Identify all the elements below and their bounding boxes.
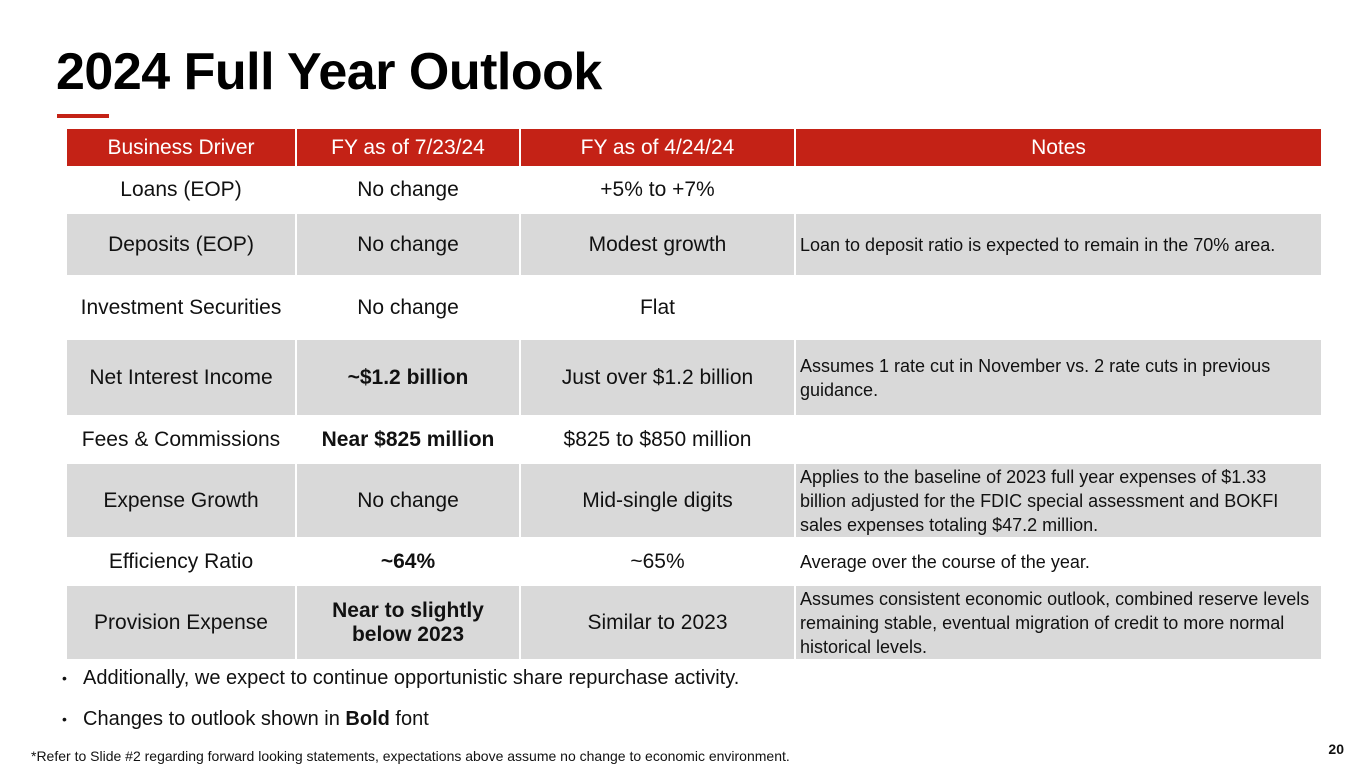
current-cell-changed: Near $825 million [296, 415, 521, 464]
driver-cell: Provision Expense [67, 586, 297, 659]
current-cell: No change [296, 166, 521, 214]
prior-cell: ~65% [520, 537, 796, 586]
bullet-text-bold: Bold [345, 708, 390, 730]
bullet-dot-icon: • [62, 711, 67, 727]
driver-cell: Expense Growth [67, 464, 297, 537]
table-row: Investment Securities No change Flat [67, 275, 1321, 340]
table-row: Expense Growth No change Mid-single digi… [67, 464, 1321, 537]
current-cell: No change [296, 275, 521, 340]
prior-cell: $825 to $850 million [520, 415, 796, 464]
current-cell: No change [296, 464, 521, 537]
notes-cell: Applies to the baseline of 2023 full yea… [795, 464, 1321, 537]
notes-cell [795, 166, 1321, 214]
notes-cell: Loan to deposit ratio is expected to rem… [795, 214, 1321, 275]
header-fy-prior: FY as of 4/24/24 [520, 129, 796, 166]
driver-cell: Loans (EOP) [67, 166, 297, 214]
table-row: Fees & Commissions Near $825 million $82… [67, 415, 1321, 464]
prior-cell: Just over $1.2 billion [520, 340, 796, 415]
bullet-dot-icon: • [62, 670, 67, 686]
table-row: Provision Expense Near to slightly below… [67, 586, 1321, 659]
prior-cell: Modest growth [520, 214, 796, 275]
driver-cell: Efficiency Ratio [67, 537, 297, 586]
bullet-item-bold-note: • Changes to outlook shown in Bold font [60, 705, 739, 733]
notes-cell [795, 275, 1321, 340]
driver-cell: Fees & Commissions [67, 415, 297, 464]
current-cell-changed: ~64% [296, 537, 521, 586]
notes-cell: Assumes consistent economic outlook, com… [795, 586, 1321, 659]
current-cell-changed: ~$1.2 billion [296, 340, 521, 415]
bullet-text-prefix: Changes to outlook shown in [83, 708, 346, 730]
outlook-table: Business Driver FY as of 7/23/24 FY as o… [67, 129, 1321, 659]
header-business-driver: Business Driver [67, 129, 297, 166]
prior-cell: Similar to 2023 [520, 586, 796, 659]
header-notes: Notes [795, 129, 1321, 166]
table-row: Loans (EOP) No change +5% to +7% [67, 166, 1321, 214]
table-row: Deposits (EOP) No change Modest growth L… [67, 214, 1321, 275]
prior-cell: +5% to +7% [520, 166, 796, 214]
notes-cell [795, 415, 1321, 464]
prior-cell: Flat [520, 275, 796, 340]
table-row: Efficiency Ratio ~64% ~65% Average over … [67, 537, 1321, 586]
bullet-text: Additionally, we expect to continue oppo… [83, 667, 740, 689]
bullet-list: • Additionally, we expect to continue op… [60, 664, 739, 746]
prior-cell: Mid-single digits [520, 464, 796, 537]
current-cell: No change [296, 214, 521, 275]
driver-cell: Deposits (EOP) [67, 214, 297, 275]
notes-cell: Assumes 1 rate cut in November vs. 2 rat… [795, 340, 1321, 415]
notes-cell: Average over the course of the year. [800, 551, 1090, 572]
driver-cell: Net Interest Income [67, 340, 297, 415]
title-accent-rule [57, 114, 109, 118]
table-row: Net Interest Income ~$1.2 billion Just o… [67, 340, 1321, 415]
page-title: 2024 Full Year Outlook [56, 43, 602, 101]
table-header-row: Business Driver FY as of 7/23/24 FY as o… [67, 129, 1321, 166]
current-cell-changed: Near to slightly below 2023 [296, 586, 521, 659]
bullet-text-suffix: font [389, 708, 429, 730]
driver-cell: Investment Securities [67, 275, 297, 340]
bullet-item-repurchase: • Additionally, we expect to continue op… [60, 664, 739, 692]
footnote: *Refer to Slide #2 regarding forward loo… [31, 748, 790, 764]
page-number: 20 [1328, 741, 1344, 757]
header-fy-current: FY as of 7/23/24 [296, 129, 521, 166]
